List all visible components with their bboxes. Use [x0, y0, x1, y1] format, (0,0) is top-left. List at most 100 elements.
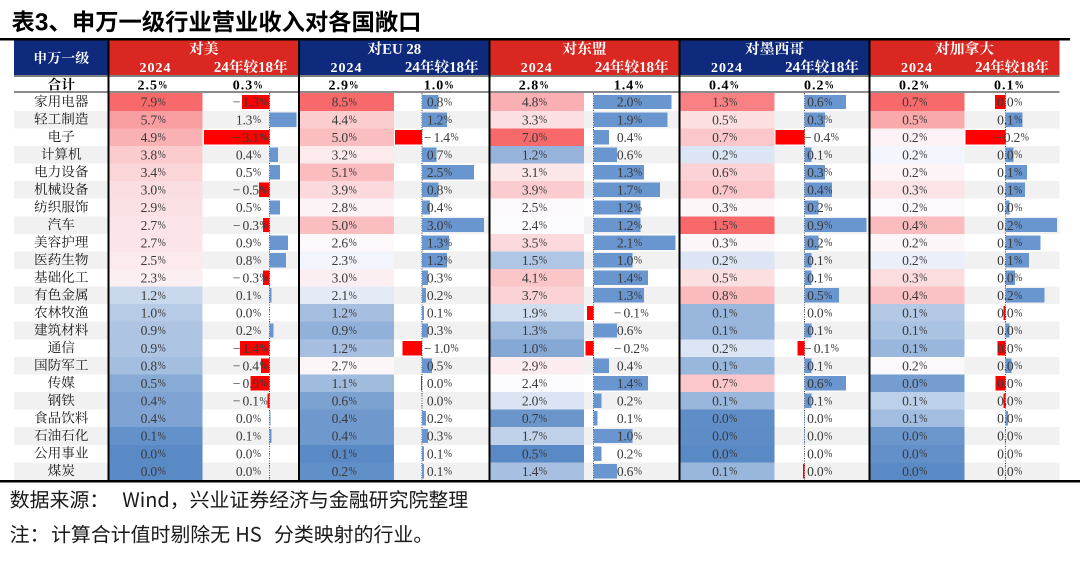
svg-text:1.4: 1.4: [617, 376, 634, 391]
svg-text:−: −: [804, 341, 812, 356]
svg-text:%: %: [158, 394, 166, 407]
svg-text:%: %: [1014, 166, 1022, 179]
svg-text:0.0: 0.0: [997, 446, 1014, 461]
svg-text:%: %: [539, 236, 547, 249]
svg-text:%: %: [158, 236, 166, 249]
svg-text:%: %: [919, 236, 927, 249]
svg-text:0.0: 0.0: [712, 429, 729, 444]
svg-text:%: %: [158, 96, 166, 109]
svg-text:%: %: [824, 289, 832, 302]
svg-text:0.4: 0.4: [332, 429, 349, 444]
svg-text:0.2: 0.2: [997, 218, 1014, 233]
svg-text:%: %: [729, 412, 737, 425]
svg-text:1.4: 1.4: [434, 130, 451, 145]
svg-text:0.5: 0.5: [236, 165, 253, 180]
svg-text:0.5: 0.5: [522, 446, 539, 461]
svg-text:%: %: [919, 271, 927, 284]
svg-text:0.1: 0.1: [997, 165, 1013, 180]
svg-text:%: %: [260, 96, 268, 109]
svg-text:0.1: 0.1: [814, 341, 830, 356]
svg-text:%: %: [349, 465, 357, 478]
svg-text:%: %: [729, 131, 737, 144]
svg-text:2.8: 2.8: [519, 78, 540, 93]
svg-text:0.2: 0.2: [902, 147, 919, 162]
svg-text:%: %: [729, 465, 737, 478]
svg-text:%: %: [1014, 96, 1022, 109]
svg-text:1.4: 1.4: [522, 464, 539, 479]
svg-text:%: %: [158, 254, 166, 267]
svg-text:2.6: 2.6: [332, 235, 349, 250]
svg-text:%: %: [260, 377, 268, 390]
svg-text:%: %: [729, 148, 737, 161]
svg-text:%: %: [919, 430, 927, 443]
svg-text:3.9: 3.9: [332, 183, 349, 198]
svg-text:0.8: 0.8: [427, 95, 444, 110]
svg-text:1.7: 1.7: [617, 183, 634, 198]
svg-text:1.2: 1.2: [332, 306, 349, 321]
svg-text:%: %: [349, 254, 357, 267]
svg-text:0.7: 0.7: [522, 411, 539, 426]
svg-text:1.3: 1.3: [427, 235, 444, 250]
svg-text:0.4: 0.4: [902, 288, 919, 303]
svg-text:0.2: 0.2: [804, 78, 825, 93]
svg-text:0.1: 0.1: [902, 323, 918, 338]
svg-text:0.9: 0.9: [332, 323, 349, 338]
svg-text:%: %: [919, 412, 927, 425]
svg-text:%: %: [824, 307, 832, 320]
svg-text:%: %: [539, 289, 547, 302]
svg-text:0.3: 0.3: [243, 271, 260, 286]
svg-text:5.7: 5.7: [141, 112, 158, 127]
svg-text:%: %: [260, 131, 268, 144]
svg-text:0.2: 0.2: [899, 78, 920, 93]
svg-text:0.6: 0.6: [712, 165, 729, 180]
svg-text:%: %: [349, 166, 357, 179]
svg-text:%: %: [539, 377, 547, 390]
svg-text:%: %: [919, 254, 927, 267]
svg-text:0.2: 0.2: [712, 341, 729, 356]
svg-text:0.0: 0.0: [997, 200, 1014, 215]
svg-text:%: %: [158, 219, 166, 232]
svg-text:%: %: [919, 465, 927, 478]
svg-text:2.4: 2.4: [522, 218, 539, 233]
svg-text:8.5: 8.5: [332, 95, 349, 110]
svg-text:%: %: [539, 465, 547, 478]
svg-text:%: %: [1014, 359, 1022, 372]
svg-text:%: %: [1014, 219, 1022, 232]
svg-text:0.0: 0.0: [997, 464, 1014, 479]
svg-text:%: %: [158, 359, 166, 372]
svg-text:%: %: [729, 166, 737, 179]
svg-text:%: %: [634, 96, 642, 109]
svg-text:0.3: 0.3: [427, 429, 444, 444]
svg-text:%: %: [253, 80, 262, 92]
svg-text:0.4: 0.4: [243, 358, 260, 373]
svg-text:1.3: 1.3: [617, 288, 634, 303]
svg-text:%: %: [1014, 394, 1022, 407]
svg-text:%: %: [158, 342, 166, 355]
svg-text:%: %: [444, 148, 452, 161]
svg-text:1.5: 1.5: [522, 253, 539, 268]
svg-text:%: %: [824, 465, 832, 478]
svg-text:2.9: 2.9: [141, 200, 158, 215]
svg-text:%: %: [158, 271, 166, 284]
svg-text:0.7: 0.7: [712, 183, 729, 198]
svg-text:%: %: [919, 131, 927, 144]
svg-text:%: %: [253, 412, 261, 425]
svg-text:%: %: [1014, 324, 1022, 337]
svg-text:3.0: 3.0: [332, 271, 349, 286]
svg-text:0.6: 0.6: [807, 376, 824, 391]
svg-text:%: %: [824, 359, 832, 372]
svg-text:2.0: 2.0: [617, 95, 634, 110]
svg-text:%: %: [539, 324, 547, 337]
svg-text:0.2: 0.2: [617, 446, 634, 461]
svg-text:0.0: 0.0: [236, 306, 253, 321]
svg-text:%: %: [919, 377, 927, 390]
svg-text:0.1: 0.1: [997, 183, 1013, 198]
svg-text:%: %: [1014, 271, 1022, 284]
svg-text:0.1: 0.1: [427, 306, 443, 321]
svg-text:3.9: 3.9: [522, 183, 539, 198]
svg-text:%: %: [158, 430, 166, 443]
svg-text:0.1: 0.1: [997, 253, 1013, 268]
svg-text:4.9: 4.9: [141, 130, 158, 145]
svg-text:2.9: 2.9: [522, 358, 539, 373]
svg-text:%: %: [634, 236, 642, 249]
